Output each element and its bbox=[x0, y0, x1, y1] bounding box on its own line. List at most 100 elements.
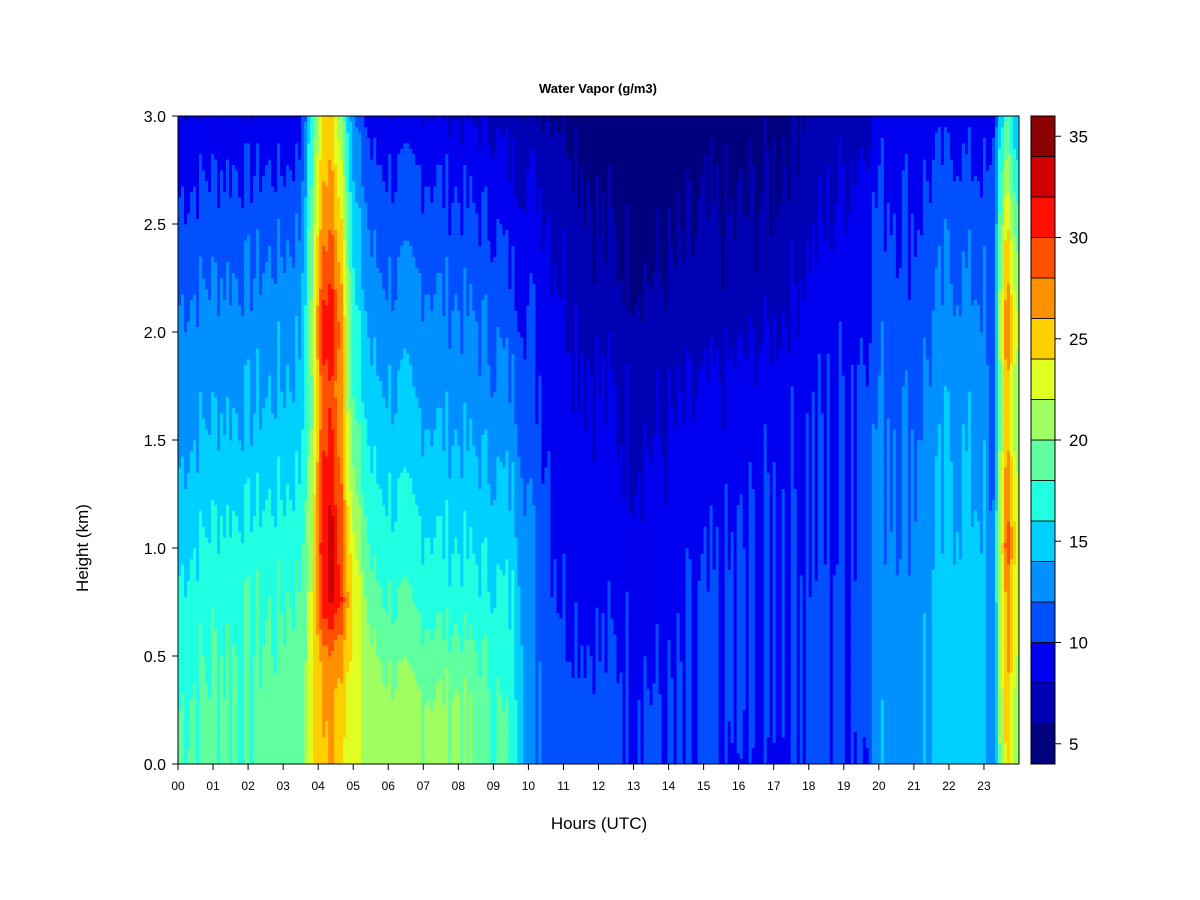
heatmap-cell bbox=[277, 661, 280, 667]
heatmap-cell bbox=[217, 154, 220, 160]
heatmap-cell bbox=[283, 607, 286, 613]
heatmap-cell bbox=[223, 235, 226, 241]
heatmap-cell bbox=[229, 294, 232, 300]
heatmap-cell bbox=[292, 715, 295, 721]
heatmap-cell bbox=[268, 597, 271, 603]
heatmap-cell bbox=[256, 667, 259, 673]
heatmap-cell bbox=[265, 197, 268, 203]
heatmap-cell bbox=[262, 651, 265, 657]
heatmap-cell bbox=[268, 316, 271, 322]
heatmap-cell bbox=[283, 321, 286, 327]
heatmap-cell bbox=[235, 159, 238, 165]
heatmap-cell bbox=[184, 327, 187, 333]
heatmap-cell bbox=[211, 672, 214, 678]
heatmap-cell bbox=[250, 710, 253, 716]
heatmap-cell bbox=[289, 273, 292, 279]
heatmap-cell bbox=[262, 451, 265, 457]
heatmap-cell bbox=[223, 262, 226, 268]
heatmap-cell bbox=[235, 516, 238, 522]
heatmap-cell bbox=[220, 143, 223, 149]
heatmap-cell bbox=[238, 737, 241, 743]
heatmap-cell bbox=[208, 424, 211, 430]
heatmap-cell bbox=[262, 418, 265, 424]
heatmap-cell bbox=[238, 219, 241, 225]
heatmap-cell bbox=[205, 688, 208, 694]
heatmap-cell bbox=[262, 721, 265, 727]
heatmap-cell bbox=[247, 462, 250, 468]
heatmap-cell bbox=[265, 613, 268, 619]
heatmap-cell bbox=[238, 667, 241, 673]
heatmap-cell bbox=[271, 132, 274, 138]
heatmap-cell bbox=[199, 337, 202, 343]
heatmap-cell bbox=[181, 175, 184, 181]
heatmap-cell bbox=[205, 478, 208, 484]
heatmap-cell bbox=[274, 143, 277, 149]
heatmap-cell bbox=[256, 586, 259, 592]
heatmap-cell bbox=[247, 186, 250, 192]
heatmap-cell bbox=[199, 472, 202, 478]
heatmap-cell bbox=[220, 607, 223, 613]
heatmap-cell bbox=[268, 478, 271, 484]
heatmap-cell bbox=[181, 256, 184, 262]
heatmap-cell bbox=[247, 386, 250, 392]
heatmap-cell bbox=[178, 159, 181, 165]
heatmap-cell bbox=[190, 478, 193, 484]
heatmap-cell bbox=[199, 391, 202, 397]
heatmap-cell bbox=[187, 375, 190, 381]
heatmap-cell bbox=[232, 699, 235, 705]
heatmap-cell bbox=[238, 202, 241, 208]
heatmap-cell bbox=[196, 753, 199, 759]
heatmap-cell bbox=[241, 219, 244, 225]
heatmap-cell bbox=[199, 175, 202, 181]
heatmap-cell bbox=[229, 570, 232, 576]
heatmap-cell bbox=[187, 440, 190, 446]
heatmap-cell bbox=[199, 321, 202, 327]
heatmap-cell bbox=[244, 597, 247, 603]
heatmap-cell bbox=[274, 316, 277, 322]
heatmap-cell bbox=[253, 721, 256, 727]
heatmap-cell bbox=[229, 440, 232, 446]
heatmap-cell bbox=[217, 564, 220, 570]
heatmap-cell bbox=[205, 516, 208, 522]
heatmap-cell bbox=[217, 165, 220, 171]
heatmap-cell bbox=[202, 321, 205, 327]
heatmap-cell bbox=[271, 143, 274, 149]
heatmap-cell bbox=[190, 170, 193, 176]
heatmap-cell bbox=[238, 597, 241, 603]
heatmap-cell bbox=[217, 651, 220, 657]
heatmap-cell bbox=[289, 462, 292, 468]
heatmap-cell bbox=[211, 532, 214, 538]
heatmap-cell bbox=[286, 197, 289, 203]
heatmap-cell bbox=[190, 408, 193, 414]
heatmap-cell bbox=[265, 132, 268, 138]
heatmap-cell bbox=[184, 532, 187, 538]
heatmap-cell bbox=[250, 343, 253, 349]
heatmap-cell bbox=[220, 591, 223, 597]
heatmap-cell bbox=[274, 732, 277, 738]
heatmap-cell bbox=[238, 505, 241, 511]
heatmap-cell bbox=[247, 127, 250, 133]
heatmap-cell bbox=[277, 116, 280, 122]
heatmap-cell bbox=[211, 543, 214, 549]
heatmap-cell bbox=[289, 559, 292, 565]
heatmap-cell bbox=[256, 310, 259, 316]
heatmap-cell bbox=[289, 521, 292, 527]
heatmap-cell bbox=[181, 251, 184, 257]
heatmap-cell bbox=[187, 575, 190, 581]
heatmap-cell bbox=[187, 516, 190, 522]
heatmap-cell bbox=[193, 678, 196, 684]
heatmap-cell bbox=[247, 591, 250, 597]
heatmap-cell bbox=[208, 715, 211, 721]
heatmap-cell bbox=[187, 715, 190, 721]
heatmap-cell bbox=[268, 343, 271, 349]
heatmap-cell bbox=[187, 343, 190, 349]
heatmap-cell bbox=[229, 499, 232, 505]
heatmap-cell bbox=[193, 516, 196, 522]
heatmap-cell bbox=[247, 192, 250, 198]
heatmap-cell bbox=[214, 267, 217, 273]
heatmap-cell bbox=[259, 165, 262, 171]
heatmap-cell bbox=[283, 375, 286, 381]
heatmap-cell bbox=[250, 267, 253, 273]
heatmap-cell bbox=[262, 213, 265, 219]
heatmap-cell bbox=[217, 553, 220, 559]
